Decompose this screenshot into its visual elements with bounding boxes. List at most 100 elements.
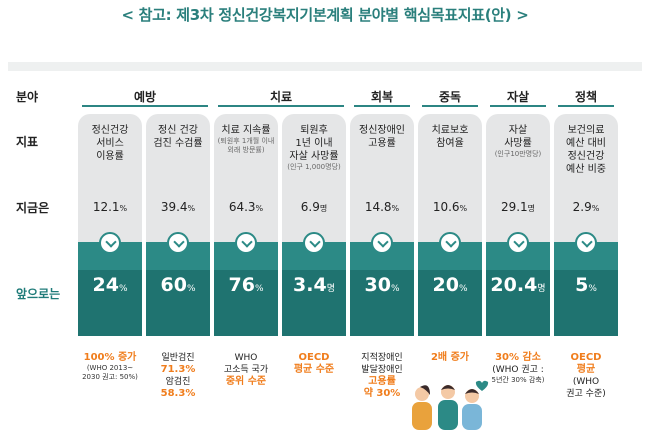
target-unit: % (588, 284, 597, 294)
indicator-column: 정신장애인 고용률 14.8% 30% (350, 114, 414, 336)
row-label-field: 분야 (16, 90, 39, 104)
note-line: 평균 (576, 364, 596, 375)
indicator-label: 퇴원후 1년 이내 자살 사망률 (인구 1,000명당) (282, 124, 346, 172)
target-value: 60% (146, 274, 210, 296)
indicator-line: 정신건강 (91, 125, 129, 136)
chevron-down-icon (575, 232, 597, 254)
current-value: 6.9명 (282, 200, 346, 214)
note-line: 평균 수준 (293, 364, 335, 375)
indicator-column: 정신건강 서비스 이용률 12.1% 24% (78, 114, 142, 336)
target-unit: % (118, 284, 128, 294)
indicator-card (486, 114, 550, 242)
current-value: 14.8% (350, 200, 414, 214)
current-value: 39.4% (146, 200, 210, 214)
note-line: 5년간 30% 감축) (491, 376, 545, 384)
indicator-line: 이용률 (96, 151, 124, 162)
current-unit: % (187, 204, 196, 213)
indicator-line: 예산 대비 (566, 138, 606, 149)
category-prevention: 예방 (133, 90, 157, 104)
indicator-line: 고용률 (368, 138, 396, 149)
current-value: 2.9% (554, 200, 618, 214)
current-unit: % (119, 204, 128, 213)
indicator-line: 정신건강 (567, 151, 605, 162)
current-unit: % (255, 204, 264, 213)
category-policy: 정책 (574, 90, 598, 104)
indicator-line: 자살 (508, 125, 528, 136)
chevron-down-icon (167, 232, 189, 254)
current-number: 64.3 (228, 200, 256, 214)
indicator-card (554, 114, 618, 242)
note-line: 지적장애인 (361, 353, 403, 363)
chevron-down-icon (235, 232, 257, 254)
target-number: 30 (364, 274, 391, 296)
target-unit: % (254, 284, 264, 294)
row-label-current: 지금은 (16, 201, 50, 215)
category-suicide: 자살 (506, 90, 530, 104)
indicator-label: 정신장애인 고용률 (350, 124, 414, 150)
chevron-down-icon (371, 232, 393, 254)
target-note: WHO 고소득 국가 중위 수준 (211, 352, 281, 388)
note-line: 약 30% (363, 388, 401, 399)
target-unit: % (186, 284, 196, 294)
indicator-column: 자살 사망률 (인구10만명당) 29.1명 20.4명 (486, 114, 550, 336)
target-value: 20.4명 (486, 274, 550, 296)
note-line: (WHO (572, 377, 600, 387)
chevron-down-icon (439, 232, 461, 254)
note-line: 30% 감소 (495, 352, 541, 363)
note-line: OECD (298, 352, 330, 363)
indicator-line: 예산 비중 (566, 164, 606, 175)
note-line: (WHO 2013~ (86, 364, 134, 372)
current-value: 29.1명 (486, 200, 550, 214)
indicator-column: 치료보호 참여율 10.6% 20% (418, 114, 482, 336)
current-number: 12.1 (92, 200, 120, 214)
indicator-card (350, 114, 414, 242)
indicator-line: 검진 수검률 (153, 138, 203, 149)
indicator-card (78, 114, 142, 242)
note-line: 고용률 (368, 376, 396, 387)
note-line: WHO (234, 353, 258, 363)
note-line: 2배 증가 (430, 352, 470, 363)
current-unit: 명 (319, 204, 328, 213)
target-unit: 명 (326, 284, 335, 294)
indicator-column: 보건의료 예산 대비 정신건강 예산 비중 2.9% 5% (554, 114, 618, 336)
indicator-card (146, 114, 210, 242)
current-unit: % (459, 204, 468, 213)
indicator-line: 사망률 (504, 138, 532, 149)
indicator-column: 퇴원후 1년 이내 자살 사망률 (인구 1,000명당) 6.9명 3.4명 (282, 114, 346, 336)
current-unit: % (391, 204, 400, 213)
target-number: 20.4 (490, 274, 538, 296)
note-line: 2030 권고: 50%) (82, 373, 138, 381)
indicator-line: 자살 사망률 (289, 151, 339, 162)
chevron-down-icon (507, 232, 529, 254)
people-icon (412, 380, 489, 430)
indicator-line: 서비스 (96, 138, 124, 149)
current-number: 6.9 (300, 200, 320, 214)
indicator-line: 퇴원후 (300, 125, 328, 136)
current-number: 39.4 (160, 200, 188, 214)
indicator-line: 치료 지속률 (221, 125, 271, 136)
indicator-line: 정신 건강 (158, 125, 198, 136)
current-number: 29.1 (500, 200, 528, 214)
target-note: 일반검진 71.3% 암검진 58.3% (143, 352, 213, 400)
category-treatment-underline (218, 105, 344, 107)
indicator-card (418, 114, 482, 242)
target-value: 30% (350, 274, 414, 296)
note-line: 100% 증가 (83, 352, 137, 363)
indicator-line: 참여율 (436, 138, 464, 149)
indicator-sub: (인구10만명당) (494, 150, 542, 158)
indicator-line: 1년 이내 (295, 138, 333, 149)
category-suicide-underline (490, 105, 546, 107)
target-unit: % (390, 284, 400, 294)
current-unit: 명 (527, 204, 536, 213)
category-addiction: 중독 (438, 90, 462, 104)
category-addiction-underline (422, 105, 478, 107)
target-number: 20 (432, 274, 459, 296)
indicator-card (282, 114, 346, 242)
indicator-column: 정신 건강 검진 수검률 39.4% 60% (146, 114, 210, 336)
indicator-label: 치료 지속률 (퇴원후 1개월 이내 외래 방문률) (214, 124, 278, 155)
note-line: 발달장애인 (361, 365, 403, 375)
category-prevention-underline (82, 105, 208, 107)
